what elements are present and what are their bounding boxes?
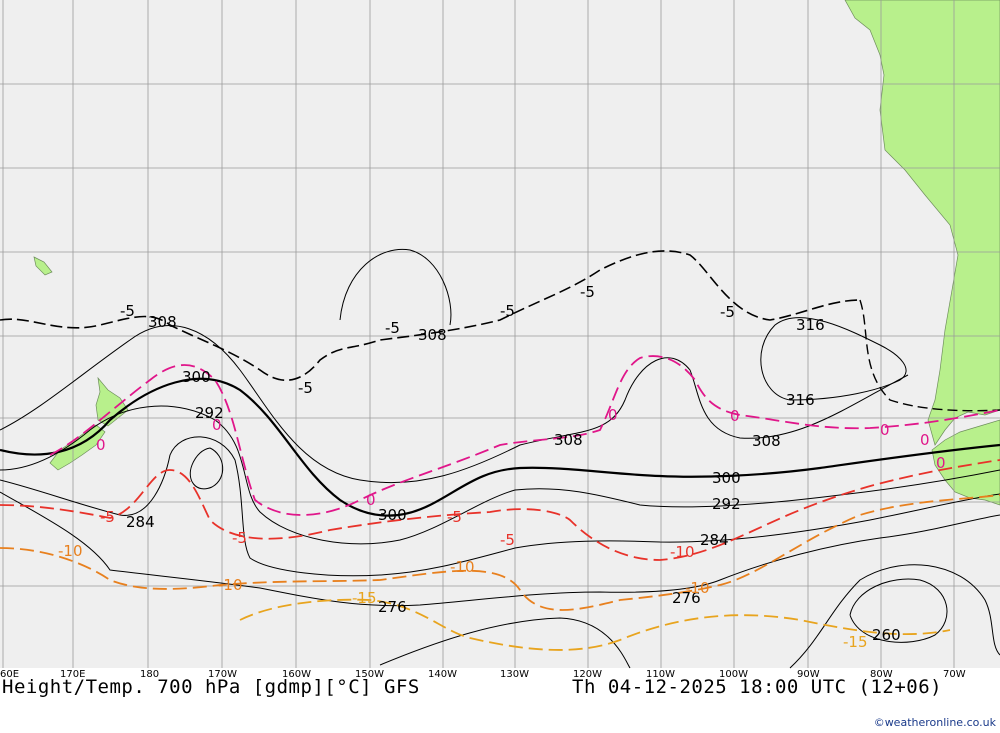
height-label: 292 [712,495,741,513]
temp-label: -5 [720,303,735,321]
lon-label: 130W [500,669,529,680]
height-label: 292 [195,404,224,422]
temp-label: -5 [500,302,515,320]
longitude-axis: 60E 170E 180 170W 160W 150W 140W 130W 12… [0,669,966,680]
map-title: Height/Temp. 700 hPa [gdmp][°C] GFS [2,676,420,698]
temp-label: -5 [447,508,462,526]
temp-label: -5 [385,319,400,337]
temp-label: -10 [58,542,83,560]
temp-label: -10 [685,579,710,597]
land-south-america [844,0,1000,446]
credit-link[interactable]: ©weatheronline.co.uk [873,716,996,729]
contour-276 [0,491,1000,607]
lon-label: 170E [60,669,85,680]
lon-label: 80W [870,669,893,680]
height-label: 276 [672,589,701,607]
contour-260-low [849,578,948,643]
contour-300 [0,377,1000,517]
lon-label: 100W [719,669,748,680]
height-label: 308 [418,326,447,344]
lon-label: 110W [646,669,675,680]
temp-label: -10 [218,576,243,594]
contour-316-high [760,317,907,401]
isotherm-0 [49,355,1000,516]
land-fiji [33,256,53,276]
height-label: 300 [182,368,211,386]
temp-label: 0 [212,416,222,434]
temp-label: 0 [366,491,376,509]
land-patagonia [931,419,1000,506]
height-label: 316 [786,391,815,409]
height-label: 260 [872,626,901,644]
height-label: 300 [712,469,741,487]
height-label: 284 [126,513,155,531]
temp-label: 0 [730,407,740,425]
lon-label: 120W [573,669,602,680]
temp-label: -15 [843,633,868,651]
temp-label: -10 [450,558,475,576]
temp-label: -5 [298,379,313,397]
height-label: 316 [796,316,825,334]
temp-label: 0 [608,406,618,424]
contour-308-dome [339,248,452,326]
height-label: 308 [554,431,583,449]
lon-label: 70W [943,669,966,680]
ocean-area [0,0,1000,668]
temp-label: -15 [352,589,377,607]
lon-label: 180 [140,669,159,680]
lon-label: 90W [797,669,820,680]
temp-label: 0 [936,454,946,472]
temp-label: -5 [120,302,135,320]
height-label: 284 [700,531,729,549]
lon-label: 170W [208,669,237,680]
contour-292 [0,405,1000,545]
isotherm-minus10 [0,494,1000,611]
temperature-labels: -5 -5 -5 -5 -5 -5 0 0 0 0 0 0 0 0 -5 -5 … [58,283,946,651]
contour-292-low [189,447,224,490]
height-label: 300 [378,506,407,524]
lon-label: 160W [282,669,311,680]
temp-label: 0 [920,431,930,449]
temp-label: 0 [880,421,890,439]
contour-5-east [859,299,1000,412]
temperature-contours [0,355,1000,651]
lon-label: 150W [355,669,384,680]
land-new-zealand-north [95,376,129,427]
temp-label: -5 [580,283,595,301]
contour-268 [379,617,631,669]
temp-label: -5 [232,529,247,547]
temp-label: -10 [670,543,695,561]
height-contours [0,248,1000,669]
land-masses [33,0,1000,506]
contour-308-west [0,325,909,484]
height-label: 308 [752,432,781,450]
valid-time: Th 04-12-2025 18:00 UTC (12+06) [572,676,943,698]
contour-268-sw [789,564,1000,669]
height-labels: 308 308 300 292 284 300 308 300 292 284 … [126,313,901,644]
lat-lon-grid [0,0,1000,668]
temp-label: 0 [96,436,106,454]
lon-label: 60E [0,669,19,680]
temp-label: -5 [500,531,515,549]
contour-5-dashed [0,250,861,382]
height-label: 276 [378,598,407,616]
lon-label: 140W [428,669,457,680]
temp-label: -5 [100,508,115,526]
isotherm-minus5 [0,459,1000,561]
height-label: 308 [148,313,177,331]
isotherm-minus15 [239,598,951,651]
contour-284 [0,436,1000,577]
